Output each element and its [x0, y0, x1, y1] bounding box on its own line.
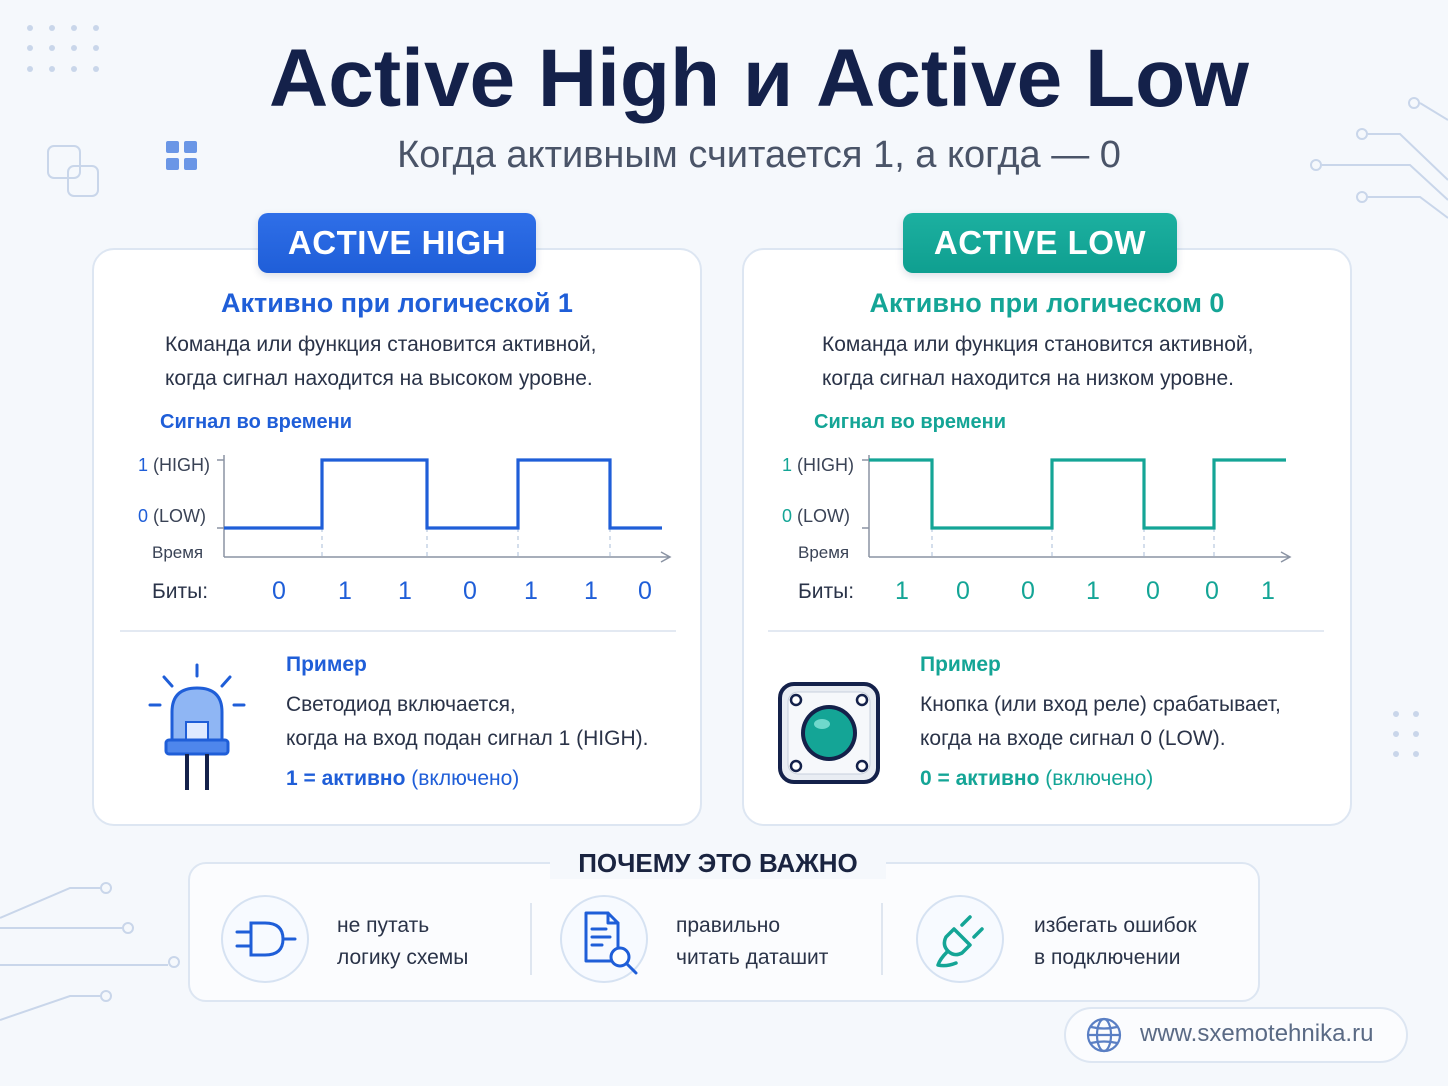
time-axis-label: Время [798, 543, 850, 562]
active-low-badge: ACTIVE LOW [903, 213, 1177, 273]
signal-line [224, 458, 662, 530]
bit-value: 0 [638, 577, 652, 605]
example-title: Пример [920, 653, 1001, 676]
active-value: 1 = активно (включено) [286, 767, 519, 791]
why-line: читать даташит [676, 946, 829, 969]
desc-line: когда сигнал находится на высоком уровне… [165, 367, 593, 390]
time-axis-label: Время [152, 543, 204, 562]
bits-label: Биты: [798, 580, 855, 603]
website-url[interactable]: www.sxemotehnika.ru [1140, 1020, 1374, 1047]
why-line: в подключении [1034, 946, 1181, 969]
example-text: Кнопка (или вход реле) срабатывает, когд… [920, 688, 1281, 756]
why-separator [530, 903, 532, 975]
bit-value: 1 [338, 577, 352, 605]
example-line: Кнопка (или вход реле) срабатывает, [920, 693, 1281, 716]
level-txt: (LOW) [797, 506, 851, 526]
bit-value: 1 [1086, 577, 1100, 605]
why-important-box [188, 862, 1260, 1002]
active-note: (включено) [1045, 767, 1154, 790]
active-note: (включено) [411, 767, 520, 790]
website-badge[interactable] [1064, 1007, 1408, 1063]
bit-value: 1 [398, 577, 412, 605]
bit-value: 0 [956, 577, 970, 605]
example-line: когда на вход подан сигнал 1 (HIGH). [286, 727, 649, 750]
level-num: 1 [138, 455, 149, 475]
bit-value: 0 [1146, 577, 1160, 605]
desc-line: Команда или функция становится активной, [822, 333, 1254, 356]
example-line: Светодиод включается, [286, 693, 516, 716]
bit-value: 1 [584, 577, 598, 605]
bits-label: Биты: [152, 580, 209, 603]
level-txt: (HIGH) [153, 455, 211, 475]
active-value-text: 0 = активно [920, 767, 1040, 790]
page-subtitle: Когда активным считается 1, а когда — 0 [397, 134, 1121, 176]
datasheet-search-icon [584, 911, 638, 975]
bit-value: 1 [1261, 577, 1275, 605]
level-txt: (HIGH) [797, 455, 855, 475]
bit-value: 0 [1021, 577, 1035, 605]
bit-value: 0 [463, 577, 477, 605]
page-title: Active High и Active Low [269, 33, 1249, 124]
active-high-description: Команда или функция становится активной,… [165, 328, 597, 396]
why-line: не путать [337, 914, 430, 937]
level-num: 1 [782, 455, 793, 475]
active-value: 0 = активно (включено) [920, 767, 1153, 791]
active-low-description: Команда или функция становится активной,… [822, 328, 1254, 396]
why-separator [881, 903, 883, 975]
why-item-text: не путать логику схемы [337, 910, 468, 974]
example-text: Светодиод включается, когда на вход пода… [286, 688, 648, 756]
desc-line: когда сигнал находится на низком уровне. [822, 367, 1235, 390]
desc-line: Команда или функция становится активной, [165, 333, 597, 356]
plug-icon [936, 915, 984, 968]
bit-value: 0 [1205, 577, 1219, 605]
signal-label: Сигнал во времени [160, 411, 353, 433]
x-axis-arrow [1280, 551, 1292, 563]
bit-value: 1 [524, 577, 538, 605]
push-button-icon [778, 682, 880, 784]
why-line: логику схемы [337, 946, 469, 969]
panel-divider [120, 630, 676, 632]
why-icon-circle [916, 895, 1004, 983]
why-item-text: правильно читать даташит [676, 910, 828, 974]
led-icon [148, 663, 246, 790]
level-high-label: 1 (HIGH) [782, 455, 854, 476]
active-low-heading: Активно при логическом 0 [869, 288, 1225, 318]
x-axis-arrow [660, 551, 672, 563]
bit-value: 1 [895, 577, 909, 605]
level-num: 0 [782, 506, 793, 526]
signal-label: Сигнал во времени [814, 411, 1007, 433]
level-low-label: 0 (LOW) [782, 506, 850, 527]
bit-value: 0 [272, 577, 286, 605]
and-gate-icon [235, 921, 297, 957]
example-title: Пример [286, 653, 367, 676]
why-line: правильно [676, 914, 781, 937]
level-high-label: 1 (HIGH) [138, 455, 210, 476]
example-line: когда на входе сигнал 0 (LOW). [920, 727, 1226, 750]
level-low-label: 0 (LOW) [138, 506, 206, 527]
why-important-title: ПОЧЕМУ ЭТО ВАЖНО [550, 848, 886, 879]
panel-divider [768, 630, 1324, 632]
active-value-text: 1 = активно [286, 767, 406, 790]
why-line: избегать ошибок [1034, 914, 1197, 937]
level-txt: (LOW) [153, 506, 207, 526]
level-num: 0 [138, 506, 149, 526]
signal-line [869, 458, 1286, 530]
why-item-text: избегать ошибок в подключении [1034, 910, 1197, 974]
globe-icon [1086, 1017, 1122, 1053]
active-high-heading: Активно при логической 1 [221, 288, 573, 318]
active-high-badge: ACTIVE HIGH [258, 213, 536, 273]
